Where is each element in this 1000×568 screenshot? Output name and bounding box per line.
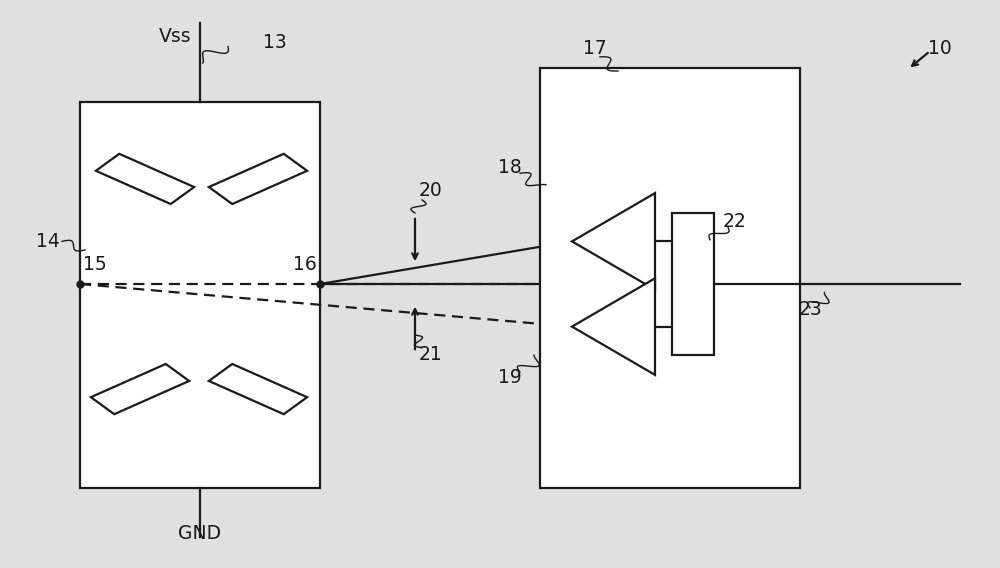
Bar xyxy=(540,68,800,488)
Text: 16: 16 xyxy=(293,254,317,274)
Polygon shape xyxy=(209,154,307,204)
Text: 18: 18 xyxy=(498,158,522,177)
Text: 21: 21 xyxy=(418,345,442,365)
Text: GND: GND xyxy=(178,524,222,544)
Polygon shape xyxy=(209,364,307,414)
Text: 23: 23 xyxy=(798,300,822,319)
Polygon shape xyxy=(572,278,655,375)
Text: 20: 20 xyxy=(418,181,442,200)
Text: 17: 17 xyxy=(583,39,607,58)
Text: 19: 19 xyxy=(498,368,522,387)
Text: 22: 22 xyxy=(723,212,747,231)
Text: 14: 14 xyxy=(36,232,60,251)
Text: Vss: Vss xyxy=(159,27,191,47)
Text: 15: 15 xyxy=(83,254,107,274)
Polygon shape xyxy=(91,364,189,414)
Bar xyxy=(80,102,320,488)
Polygon shape xyxy=(96,154,194,204)
Text: 10: 10 xyxy=(928,39,952,58)
Text: 13: 13 xyxy=(263,33,287,52)
Bar xyxy=(672,213,714,355)
Polygon shape xyxy=(572,193,655,290)
